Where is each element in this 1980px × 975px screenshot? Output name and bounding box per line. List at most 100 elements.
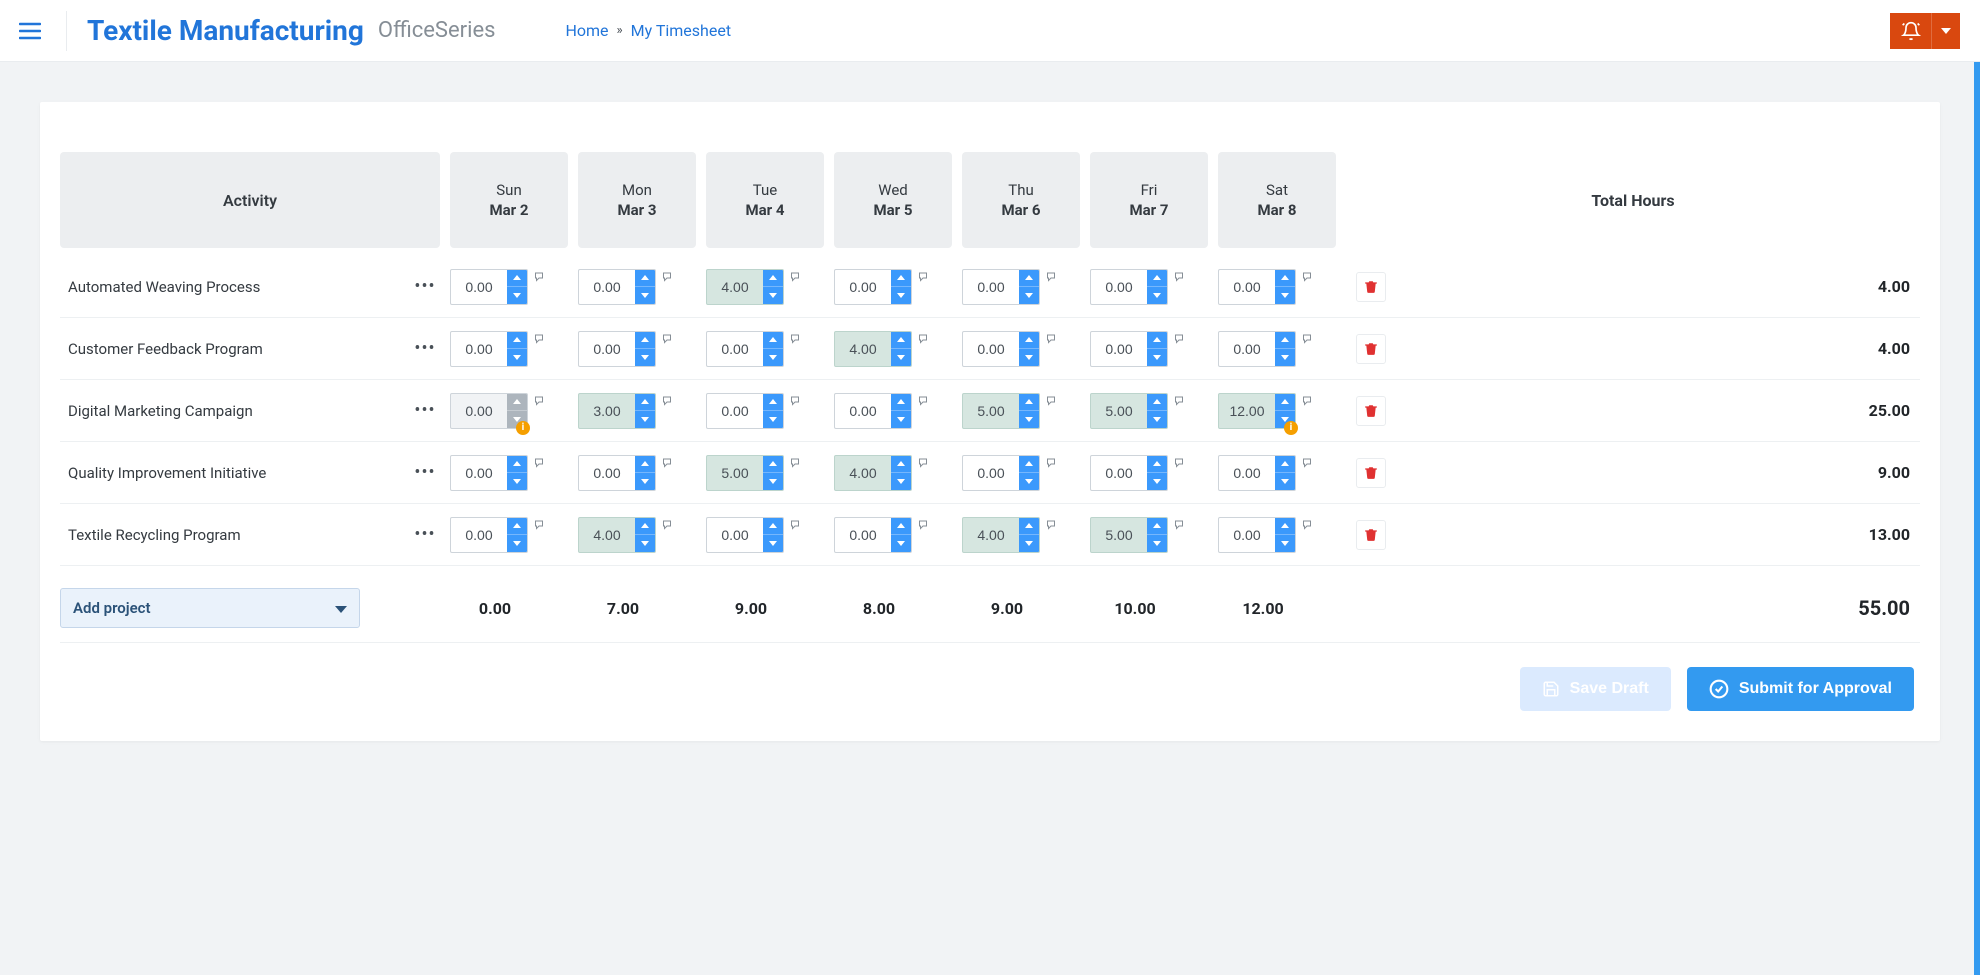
- hours-input[interactable]: [1219, 394, 1275, 428]
- hours-input[interactable]: [451, 518, 507, 552]
- add-project-dropdown[interactable]: Add project: [60, 588, 360, 628]
- spinner-up-button[interactable]: [763, 394, 783, 412]
- note-icon[interactable]: [790, 333, 804, 349]
- hours-input[interactable]: [835, 332, 891, 366]
- note-icon[interactable]: [1302, 395, 1316, 411]
- note-icon[interactable]: [534, 457, 548, 473]
- notifications-button[interactable]: [1890, 13, 1932, 49]
- note-icon[interactable]: [1302, 519, 1316, 535]
- spinner-up-button[interactable]: [1019, 394, 1039, 412]
- spinner-down-button[interactable]: [891, 287, 911, 304]
- spinner-down-button[interactable]: [1147, 287, 1167, 304]
- spinner-down-button[interactable]: [1019, 473, 1039, 490]
- spinner-up-button[interactable]: [763, 332, 783, 350]
- note-icon[interactable]: [1302, 333, 1316, 349]
- hours-input[interactable]: [707, 456, 763, 490]
- row-more-button[interactable]: •••: [410, 524, 440, 545]
- note-icon[interactable]: [790, 519, 804, 535]
- row-more-button[interactable]: •••: [410, 338, 440, 359]
- spinner-down-button[interactable]: [507, 287, 527, 304]
- spinner-up-button[interactable]: [763, 456, 783, 474]
- spinner-down-button[interactable]: [635, 287, 655, 304]
- spinner-up-button[interactable]: [891, 332, 911, 350]
- hours-input[interactable]: [963, 394, 1019, 428]
- note-icon[interactable]: [534, 271, 548, 287]
- hours-input[interactable]: [451, 270, 507, 304]
- note-icon[interactable]: [1046, 457, 1060, 473]
- spinner-down-button[interactable]: [891, 349, 911, 366]
- spinner-down-button[interactable]: [1275, 287, 1295, 304]
- note-icon[interactable]: [662, 395, 676, 411]
- hours-input[interactable]: [707, 394, 763, 428]
- note-icon[interactable]: [534, 333, 548, 349]
- spinner-down-button[interactable]: [1147, 473, 1167, 490]
- spinner-up-button[interactable]: [635, 270, 655, 288]
- spinner-down-button[interactable]: [1019, 411, 1039, 428]
- spinner-up-button[interactable]: [891, 270, 911, 288]
- spinner-down-button[interactable]: [891, 411, 911, 428]
- note-icon[interactable]: [662, 519, 676, 535]
- delete-row-button[interactable]: [1356, 396, 1386, 426]
- breadcrumb-current-link[interactable]: My Timesheet: [631, 21, 731, 40]
- spinner-down-button[interactable]: [1275, 535, 1295, 552]
- hours-input[interactable]: [963, 332, 1019, 366]
- spinner-up-button[interactable]: [1019, 456, 1039, 474]
- hours-input[interactable]: [1219, 270, 1275, 304]
- breadcrumb-home-link[interactable]: Home: [565, 21, 608, 40]
- spinner-up-button[interactable]: [1275, 394, 1295, 412]
- spinner-up-button[interactable]: [763, 270, 783, 288]
- hours-input[interactable]: [1091, 456, 1147, 490]
- spinner-down-button[interactable]: [507, 535, 527, 552]
- hours-input[interactable]: [1219, 456, 1275, 490]
- spinner-down-button[interactable]: [635, 411, 655, 428]
- hamburger-menu-button[interactable]: [12, 13, 48, 49]
- note-icon[interactable]: [1174, 457, 1188, 473]
- spinner-down-button[interactable]: [635, 535, 655, 552]
- note-icon[interactable]: [918, 457, 932, 473]
- hours-input[interactable]: [579, 456, 635, 490]
- note-icon[interactable]: [662, 271, 676, 287]
- note-icon[interactable]: [662, 333, 676, 349]
- delete-row-button[interactable]: [1356, 520, 1386, 550]
- hours-input[interactable]: [1091, 518, 1147, 552]
- spinner-up-button[interactable]: [1019, 270, 1039, 288]
- hours-input[interactable]: [579, 270, 635, 304]
- spinner-up-button[interactable]: [635, 518, 655, 536]
- spinner-down-button[interactable]: [763, 287, 783, 304]
- spinner-up-button[interactable]: [1019, 518, 1039, 536]
- spinner-down-button[interactable]: [1275, 473, 1295, 490]
- hours-input[interactable]: [835, 518, 891, 552]
- hours-input[interactable]: [1219, 332, 1275, 366]
- spinner-up-button[interactable]: [891, 518, 911, 536]
- spinner-up-button[interactable]: [1147, 270, 1167, 288]
- hours-input[interactable]: [1091, 270, 1147, 304]
- spinner-down-button[interactable]: [763, 473, 783, 490]
- spinner-up-button[interactable]: [635, 394, 655, 412]
- note-icon[interactable]: [534, 395, 548, 411]
- note-icon[interactable]: [790, 271, 804, 287]
- hours-input[interactable]: [963, 270, 1019, 304]
- spinner-down-button[interactable]: [1147, 349, 1167, 366]
- delete-row-button[interactable]: [1356, 272, 1386, 302]
- hours-input[interactable]: [963, 456, 1019, 490]
- spinner-up-button[interactable]: [507, 394, 527, 412]
- spinner-up-button[interactable]: [891, 456, 911, 474]
- spinner-down-button[interactable]: [1147, 535, 1167, 552]
- spinner-down-button[interactable]: [635, 349, 655, 366]
- note-icon[interactable]: [918, 519, 932, 535]
- row-more-button[interactable]: •••: [410, 400, 440, 421]
- spinner-up-button[interactable]: [763, 518, 783, 536]
- spinner-down-button[interactable]: [891, 535, 911, 552]
- spinner-up-button[interactable]: [1275, 456, 1295, 474]
- warning-icon[interactable]: i: [516, 421, 530, 435]
- hours-input[interactable]: [835, 270, 891, 304]
- spinner-down-button[interactable]: [1019, 349, 1039, 366]
- spinner-up-button[interactable]: [507, 332, 527, 350]
- warning-icon[interactable]: i: [1284, 421, 1298, 435]
- notifications-dropdown-button[interactable]: [1932, 13, 1960, 49]
- hours-input[interactable]: [579, 332, 635, 366]
- note-icon[interactable]: [790, 395, 804, 411]
- hours-input[interactable]: [579, 518, 635, 552]
- delete-row-button[interactable]: [1356, 458, 1386, 488]
- spinner-up-button[interactable]: [507, 518, 527, 536]
